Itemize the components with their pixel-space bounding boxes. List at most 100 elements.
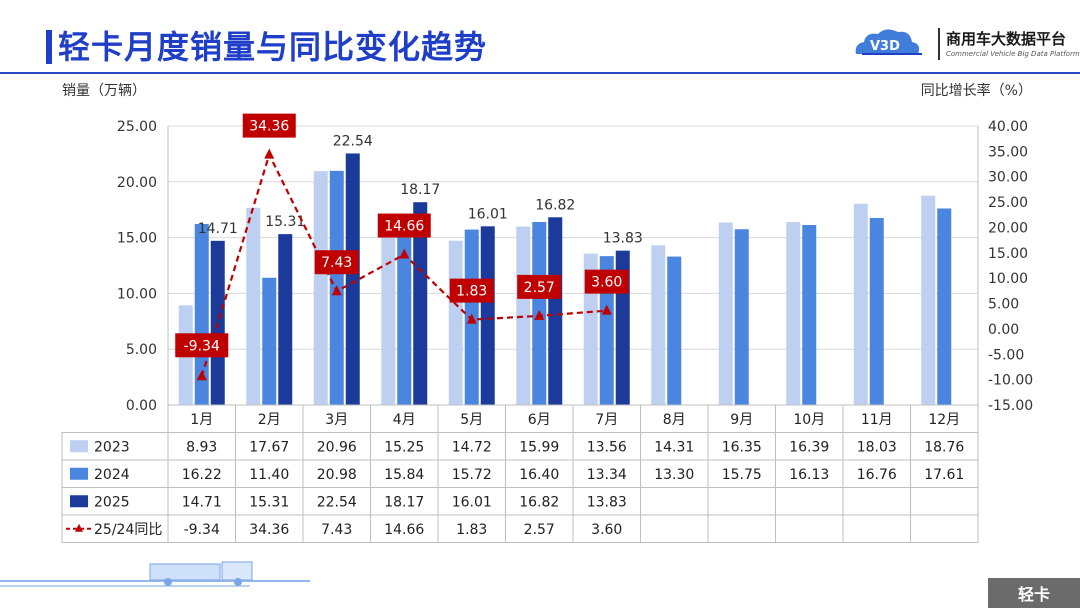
x-tick-label: 10月 <box>793 412 825 428</box>
bar-2024 <box>802 224 817 405</box>
yoy-label-box <box>314 250 359 275</box>
right-tick-label: 30.00 <box>988 170 1028 186</box>
yoy-data-label: 7.43 <box>321 255 352 271</box>
left-tick-label: 0.00 <box>126 398 157 414</box>
table-cell: 17.67 <box>249 439 289 455</box>
table-cell: 15.75 <box>722 467 762 483</box>
logo-text: 商用车大数据平台 <box>946 30 1067 48</box>
table-cell: 8.93 <box>186 439 217 455</box>
yoy-marker <box>534 309 545 320</box>
bar-2025 <box>480 226 495 405</box>
table-cell: 13.83 <box>587 494 627 510</box>
table-cell: 34.36 <box>249 522 289 538</box>
bar-2025 <box>413 202 428 405</box>
table-cell: -9.34 <box>184 522 220 538</box>
x-tick-label: 11月 <box>861 412 893 428</box>
table-cell: 15.31 <box>249 494 289 510</box>
legend-label: 25/24同比 <box>94 522 162 538</box>
yoy-label-box <box>517 274 562 299</box>
page-title: 轻卡月度销量与同比变化趋势 <box>58 28 488 66</box>
bar-data-label: 16.01 <box>468 206 508 222</box>
table-cell: 11.40 <box>249 467 289 483</box>
bar-2024 <box>667 256 682 405</box>
legend-swatch-2024 <box>70 467 88 480</box>
yoy-label-box <box>449 278 494 303</box>
table-cell: 14.31 <box>654 439 694 455</box>
bar-2025 <box>345 153 360 405</box>
bar-2024 <box>397 228 412 405</box>
right-tick-label: 5.00 <box>988 297 1019 313</box>
bar-2025 <box>548 217 563 405</box>
legend-swatch-2023 <box>70 440 88 453</box>
bar-data-label: 15.31 <box>265 214 305 230</box>
bar-2024 <box>734 229 749 405</box>
right-axis-label: 同比增长率（%） <box>920 83 1032 99</box>
table-cell: 18.17 <box>384 494 424 510</box>
category-tag: 轻卡 <box>988 578 1080 608</box>
bar-data-label: 13.83 <box>603 231 643 247</box>
logo-mark: V3D <box>870 39 900 54</box>
yoy-marker <box>601 304 612 315</box>
yoy-marker <box>399 248 410 259</box>
bar-2023 <box>853 203 868 405</box>
yoy-label-box <box>242 113 296 138</box>
right-tick-label: 0.00 <box>988 322 1019 338</box>
yoy-marker <box>331 285 342 296</box>
bar-2024 <box>937 208 952 405</box>
x-tick-label: 4月 <box>393 412 416 428</box>
right-tick-label: 35.00 <box>988 144 1028 160</box>
bar-2023 <box>448 240 463 405</box>
table-cell: 13.34 <box>587 467 627 483</box>
x-tick-label: 9月 <box>730 412 753 428</box>
table-cell: 20.96 <box>317 439 357 455</box>
bar-data-label: 14.71 <box>198 221 238 237</box>
logo-subtitle: Commercial Vehicle Big Data Platform <box>946 50 1080 58</box>
table-cell: 3.60 <box>591 522 622 538</box>
x-tick-label: 1月 <box>190 412 213 428</box>
bar-2024 <box>262 277 277 405</box>
table-cell: 16.01 <box>452 494 492 510</box>
right-tick-label: -10.00 <box>988 373 1033 389</box>
bar-data-label: 22.54 <box>333 133 373 149</box>
table-cell: 13.30 <box>654 467 694 483</box>
legend-label: 2025 <box>94 494 130 510</box>
header-divider <box>0 72 1080 74</box>
table-cell: 16.22 <box>182 467 222 483</box>
bar-2025 <box>278 234 293 405</box>
yoy-label-box <box>584 269 629 294</box>
table-cell: 1.83 <box>456 522 487 538</box>
yoy-label-box <box>377 213 431 238</box>
left-tick-label: 25.00 <box>117 119 157 135</box>
left-tick-label: 5.00 <box>126 342 157 358</box>
truck-icon <box>0 561 310 587</box>
right-tick-label: 20.00 <box>988 220 1028 236</box>
table-cell: 15.99 <box>519 439 559 455</box>
legend-label: 2023 <box>94 439 130 455</box>
bar-2023 <box>381 234 396 405</box>
bar-2023 <box>718 222 733 405</box>
right-tick-label: -5.00 <box>988 347 1024 363</box>
yoy-label-box <box>175 333 229 358</box>
table-cell: 14.72 <box>452 439 492 455</box>
x-tick-label: 6月 <box>528 412 551 428</box>
right-tick-label: 25.00 <box>988 195 1028 211</box>
table-cell: 7.43 <box>321 522 352 538</box>
table-cell: 15.72 <box>452 467 492 483</box>
left-tick-label: 15.00 <box>117 231 157 247</box>
table-cell: 20.98 <box>317 467 357 483</box>
right-tick-label: 10.00 <box>988 271 1028 287</box>
table-cell: 13.56 <box>587 439 627 455</box>
table-cell: 15.84 <box>384 467 424 483</box>
bar-2023 <box>313 171 328 405</box>
table-cell: 14.66 <box>384 522 424 538</box>
yoy-data-label: 1.83 <box>456 284 487 300</box>
bar-2023 <box>516 226 531 405</box>
table-cell: 17.61 <box>924 467 964 483</box>
left-tick-label: 20.00 <box>117 175 157 191</box>
x-tick-label: 12月 <box>928 412 960 428</box>
x-tick-label: 3月 <box>325 412 348 428</box>
logo-cloud-icon: V3D <box>855 28 940 60</box>
table-cell: 16.35 <box>722 439 762 455</box>
legend-marker <box>75 523 83 532</box>
